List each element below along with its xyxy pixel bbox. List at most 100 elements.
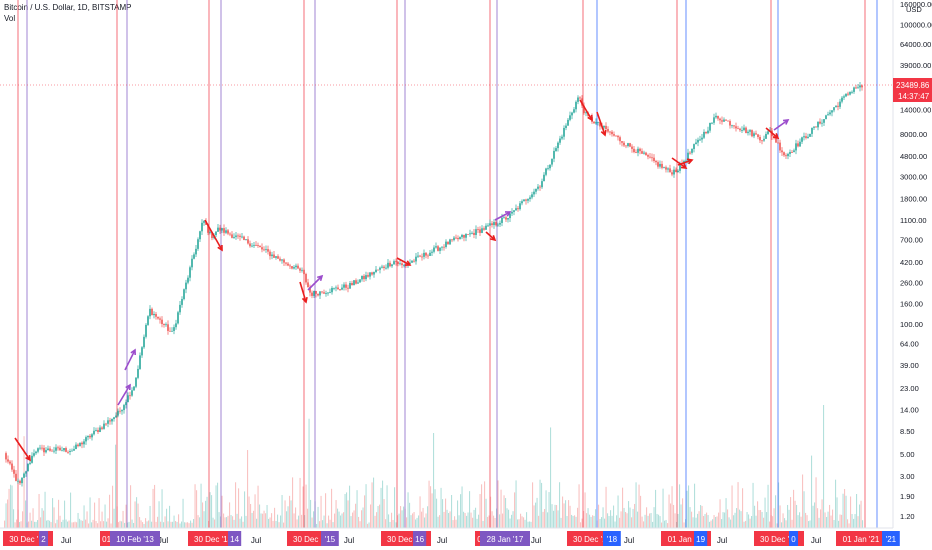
price-candle-body <box>571 112 573 116</box>
time-marker-label: 30 Dec '13 <box>194 535 233 544</box>
volume-bar <box>661 522 663 528</box>
volume-bar <box>436 498 438 528</box>
price-axis-tick: 64.00 <box>900 339 919 348</box>
volume-bar <box>796 504 798 528</box>
price-candle-body <box>221 228 223 231</box>
price-candle-body <box>467 234 469 235</box>
cycle-arrow-head <box>316 274 324 282</box>
volume-bar <box>176 521 178 528</box>
volume-bar <box>556 505 558 528</box>
price-candle-body <box>277 256 279 259</box>
volume-bar <box>740 511 742 528</box>
volume-bar <box>217 482 219 528</box>
volume-bar <box>313 511 315 528</box>
price-candle-body <box>567 119 569 126</box>
volume-bar <box>442 499 444 528</box>
volume-bar <box>533 505 535 528</box>
volume-bar <box>793 489 795 528</box>
volume-bar <box>178 514 180 528</box>
volume-bar <box>367 523 369 528</box>
volume-bar <box>356 490 358 528</box>
volume-bar <box>407 492 409 528</box>
price-candle-body <box>731 125 733 127</box>
price-candle-body <box>609 131 611 133</box>
cycle-arrow-shaft <box>299 281 307 303</box>
price-candle-body <box>629 143 631 147</box>
volume-bar <box>172 521 174 528</box>
volume-bar <box>164 516 166 528</box>
volume-bar <box>68 520 70 528</box>
volume-bar <box>323 515 325 528</box>
time-axis-tick: Jul <box>717 536 727 545</box>
price-candle-body <box>545 168 547 175</box>
volume-bar <box>799 512 801 528</box>
volume-bar <box>686 490 688 528</box>
price-candle-body <box>117 410 119 416</box>
volume-bar <box>478 514 480 528</box>
volume-bar <box>422 507 424 528</box>
volume-bar <box>263 510 265 528</box>
volume-bar <box>289 495 291 528</box>
volume-bar <box>76 522 78 528</box>
volume-bar <box>170 521 172 528</box>
price-candle-body <box>531 194 533 198</box>
volume-bar <box>151 521 153 528</box>
price-candle-body <box>319 291 321 296</box>
volume-bar <box>85 519 87 528</box>
volume-bar <box>634 503 636 528</box>
price-candle-body <box>527 199 529 201</box>
price-candle-body <box>395 261 397 262</box>
volume-bar <box>515 480 517 528</box>
price-candle-body <box>697 139 699 143</box>
volume-bar <box>431 493 433 528</box>
volume-bar <box>221 495 223 528</box>
volume-bar <box>707 515 709 528</box>
price-candle-body <box>825 115 827 120</box>
volume-bar <box>434 489 436 528</box>
volume-bar <box>703 515 705 528</box>
volume-bar <box>491 511 493 528</box>
price-candle-body <box>793 150 795 153</box>
volume-bar <box>191 522 193 528</box>
time-marker-label: 30 Dec '19 <box>760 535 799 544</box>
price-candle-body <box>305 273 307 283</box>
price-candle-body <box>443 246 445 248</box>
volume-bar <box>346 492 348 528</box>
price-candle-body <box>169 330 171 332</box>
volume-bar <box>239 518 241 528</box>
time-marker-label: 16 <box>415 535 424 544</box>
volume-bar <box>791 519 793 528</box>
price-candle-body <box>391 264 393 267</box>
volume-bar <box>479 494 481 528</box>
volume-bar <box>335 500 337 528</box>
price-candle-body <box>861 85 863 88</box>
price-candle-body <box>257 245 259 246</box>
price-candle-body <box>693 144 695 149</box>
price-candles <box>5 82 863 487</box>
price-candle-body <box>81 442 83 445</box>
volume-bar <box>118 522 120 528</box>
volume-bar <box>485 498 487 528</box>
volume-bar <box>688 485 690 528</box>
price-candle-body <box>43 447 45 453</box>
volume-bar <box>554 504 556 528</box>
volume-bar <box>283 522 285 528</box>
price-candle-body <box>849 91 851 95</box>
price-axis[interactable]: USD160000.00100000.0064000.0039000.00240… <box>900 0 932 521</box>
volume-bar <box>232 516 234 528</box>
volume-bar <box>416 517 418 528</box>
volume-bar <box>464 512 466 528</box>
volume-bar <box>619 517 621 528</box>
price-candle-body <box>273 254 275 258</box>
volume-bar <box>836 497 838 528</box>
price-candle-body <box>287 263 289 266</box>
price-candle-body <box>235 235 237 237</box>
volume-bar <box>701 505 703 528</box>
price-candle-body <box>685 160 687 162</box>
price-candle-body <box>39 447 41 449</box>
price-candle-body <box>729 121 731 126</box>
price-candle-body <box>735 126 737 129</box>
price-candle-body <box>749 130 751 132</box>
